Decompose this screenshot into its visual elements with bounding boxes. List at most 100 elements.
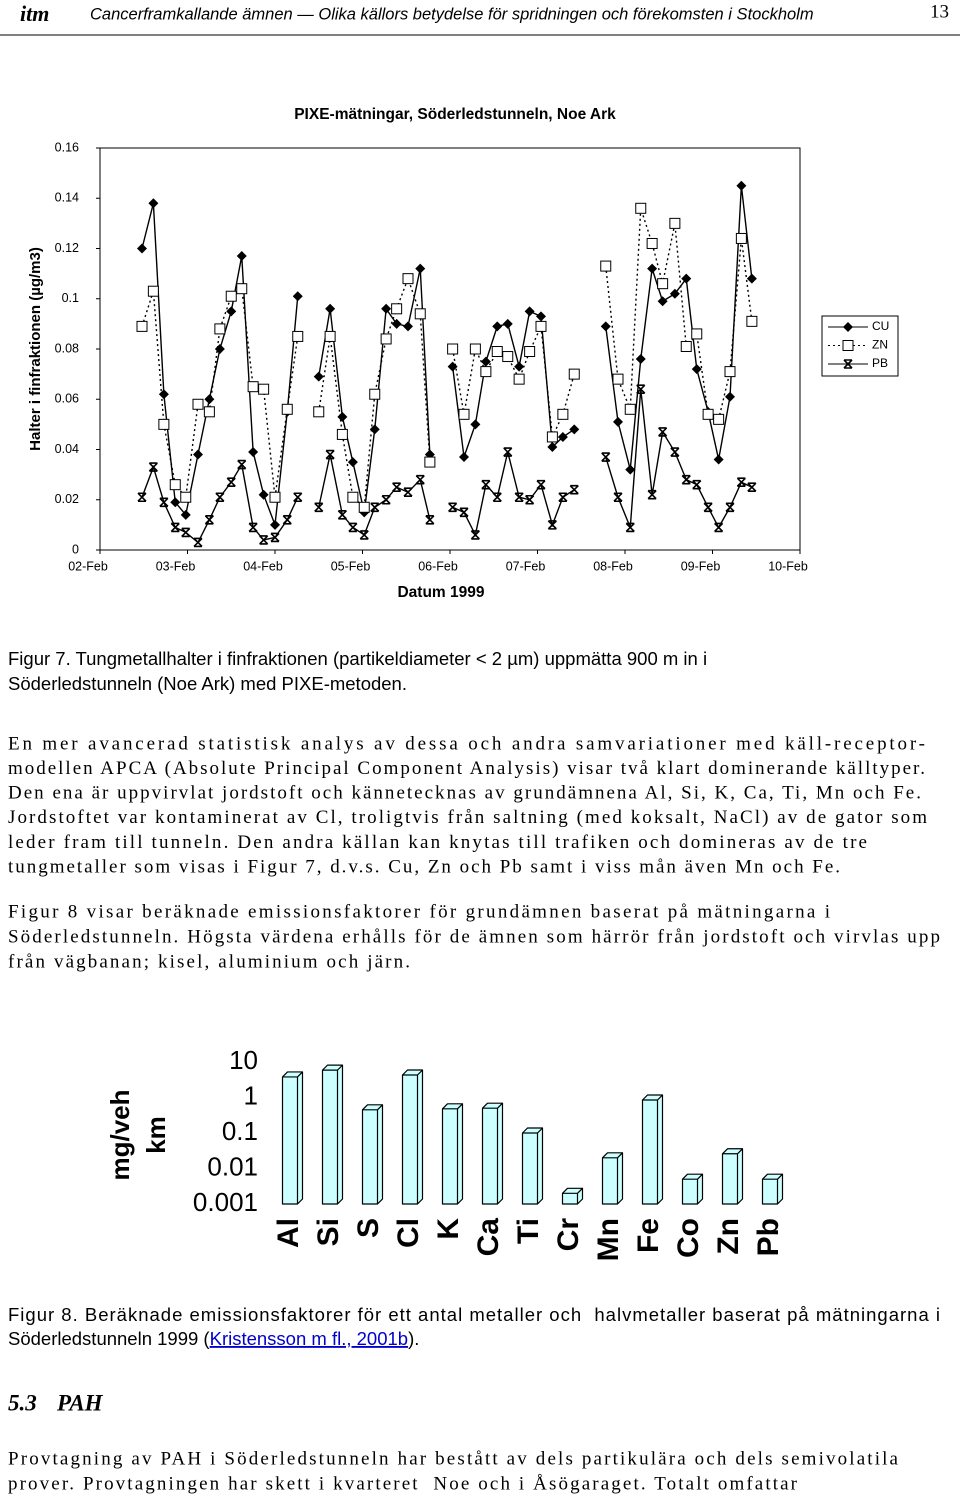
- page-number: 13: [930, 1, 949, 22]
- data-point: [159, 497, 169, 508]
- y-tick-label: 10: [229, 1045, 258, 1075]
- data-point: [137, 243, 147, 254]
- data-point: [392, 482, 402, 492]
- data-point: [347, 457, 358, 468]
- data-point: [736, 477, 746, 487]
- data-point: [557, 431, 568, 442]
- x-tick-label: 07-Feb: [506, 559, 546, 573]
- data-point: [702, 408, 714, 420]
- data-point: [502, 318, 513, 329]
- data-point: [336, 428, 348, 440]
- x-tick-label: S: [352, 1218, 385, 1238]
- data-point: [524, 346, 536, 358]
- legend-label: CU: [872, 319, 889, 333]
- data-point: [204, 515, 214, 525]
- data-point: [636, 384, 646, 394]
- data-point: [313, 406, 325, 418]
- paragraph-line: En mer avancerad statistisk analys av de…: [8, 733, 925, 754]
- y-tick-label: 0.01: [207, 1151, 258, 1181]
- data-point: [725, 391, 735, 402]
- data-point: [680, 340, 692, 352]
- paragraph-line: från vägbanan; kisel, aluminium och järn…: [8, 951, 410, 972]
- data-point: [569, 484, 579, 495]
- data-point: [568, 368, 580, 380]
- data-point: [669, 217, 681, 229]
- data-point: [137, 492, 147, 503]
- data-point: [226, 306, 237, 317]
- paragraph-line: Provtagning av PAH i Söderledstunneln ha…: [8, 1448, 899, 1469]
- bar: [561, 1187, 584, 1205]
- data-point: [203, 406, 215, 418]
- data-point: [514, 492, 524, 503]
- data-point: [625, 522, 635, 533]
- citation-link[interactable]: Kristensson m fl., 2001b: [210, 1328, 408, 1349]
- legend-label: PB: [872, 356, 888, 370]
- x-tick-label: Ti: [512, 1218, 545, 1244]
- data-point: [281, 403, 293, 415]
- paragraph-line: Söderledstunneln. Högsta värdena erhålls…: [8, 926, 940, 947]
- y-tick-label: 0.14: [55, 191, 79, 205]
- data-point: [215, 492, 225, 503]
- data-point: [269, 491, 281, 503]
- data-point: [492, 321, 503, 332]
- data-point: [624, 403, 636, 415]
- data-point: [358, 501, 370, 513]
- data-point: [747, 482, 757, 492]
- x-tick-label: Ca: [472, 1218, 505, 1257]
- paragraph-line: Jordstoftet var kontaminerat av Cl, trol…: [8, 807, 927, 828]
- data-point: [148, 198, 159, 209]
- data-point: [248, 522, 258, 533]
- x-tick-label: Zn: [712, 1218, 745, 1255]
- data-point: [547, 441, 558, 452]
- data-point: [403, 321, 413, 332]
- data-point: [415, 474, 425, 485]
- data-point: [380, 333, 392, 345]
- legend-label: ZN: [872, 338, 888, 352]
- x-tick-label: 05-Feb: [331, 559, 371, 573]
- data-point: [158, 389, 169, 400]
- data-point: [180, 509, 191, 520]
- data-point: [270, 532, 280, 543]
- data-point: [681, 273, 692, 284]
- data-point: [325, 303, 336, 314]
- data-point: [503, 447, 513, 457]
- data-point: [536, 311, 546, 322]
- data-point: [459, 452, 469, 463]
- data-point: [369, 424, 380, 435]
- data-point: [692, 479, 702, 490]
- data-point: [502, 351, 514, 363]
- data-point: [258, 489, 269, 500]
- bar: [641, 1094, 664, 1205]
- bar: [601, 1152, 624, 1205]
- data-point: [713, 413, 725, 425]
- data-point: [681, 474, 691, 485]
- data-point: [703, 502, 713, 513]
- data-point: [725, 502, 735, 513]
- bar: [721, 1148, 744, 1205]
- data-point: [415, 263, 426, 274]
- x-tick-label: Co: [672, 1218, 705, 1258]
- data-point: [635, 202, 647, 214]
- data-point: [169, 479, 181, 491]
- data-point: [647, 489, 657, 500]
- section-title: PAH: [56, 1390, 104, 1415]
- data-point: [635, 354, 646, 365]
- y-tick-label: 0.1: [222, 1116, 258, 1146]
- data-point: [403, 487, 413, 498]
- data-point: [458, 408, 470, 420]
- x-tick-label: Si: [312, 1218, 345, 1246]
- x-tick-label: 04-Feb: [243, 559, 283, 573]
- data-point: [657, 278, 669, 290]
- data-point: [381, 494, 391, 505]
- data-point: [536, 479, 546, 490]
- y-tick-label: 0.02: [55, 492, 79, 506]
- data-point: [713, 454, 724, 465]
- data-point: [170, 522, 180, 533]
- y-tick-label: 0.04: [55, 442, 79, 456]
- data-point: [746, 315, 758, 327]
- paragraph-line: tungmetaller som visas i Figur 7, d.v.s.…: [8, 856, 840, 877]
- data-point: [359, 530, 369, 540]
- series-line: [605, 208, 753, 421]
- y-tick-label: 0.06: [55, 392, 79, 406]
- data-point: [600, 260, 612, 272]
